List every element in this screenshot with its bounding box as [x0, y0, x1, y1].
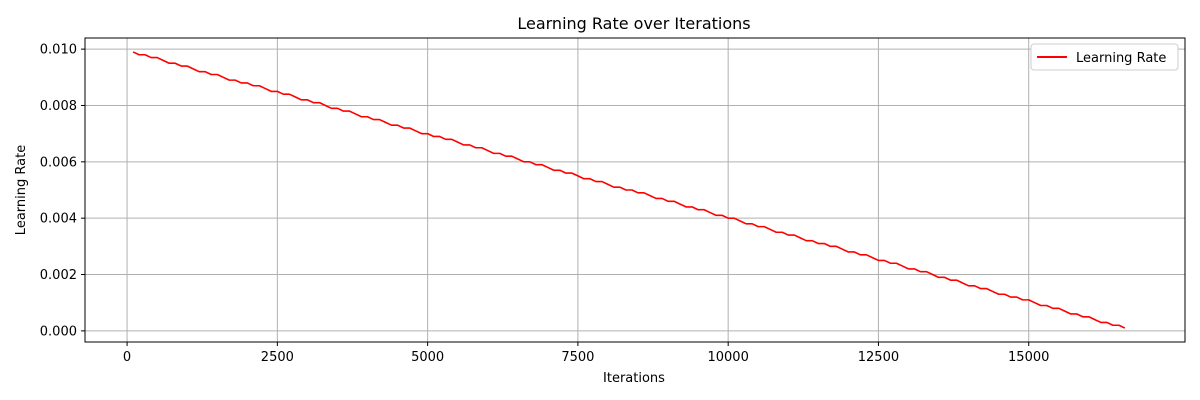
plot-frame [84, 37, 1186, 343]
y-tick-label: 0.006 [40, 155, 77, 170]
y-tick-label: 0.002 [40, 268, 77, 283]
x-axis-label: Iterations [603, 371, 665, 386]
y-tick-label: 0.004 [40, 212, 77, 227]
x-tick-label: 2500 [261, 350, 294, 365]
x-tick-label: 5000 [411, 350, 444, 365]
legend-box [1030, 43, 1179, 71]
y-axis-label: Learning Rate [14, 145, 29, 235]
x-axis-ticks: 0 2500 5000 7500 10000 12500 15000 [123, 342, 1049, 365]
y-tick-label: 0.010 [40, 43, 77, 58]
y-tick-label: 0.008 [40, 99, 77, 114]
series-line-learning-rate [132, 51, 1126, 329]
y-axis-ticks: 0.000 0.002 0.004 0.006 0.008 0.010 [40, 43, 85, 339]
series-layer [132, 51, 1126, 329]
y-tick-label: 0.000 [40, 324, 77, 339]
legend-label-learning-rate: Learning Rate [1076, 51, 1166, 66]
chart-title: Learning Rate over Iterations [517, 14, 750, 33]
x-tick-label: 12500 [858, 350, 899, 365]
legend: Learning Rate [1030, 43, 1179, 71]
x-tick-label: 15000 [1008, 350, 1049, 365]
grid-lines [85, 38, 1185, 342]
x-tick-label: 0 [123, 350, 131, 365]
x-tick-label: 10000 [707, 350, 748, 365]
x-tick-label: 7500 [561, 350, 594, 365]
